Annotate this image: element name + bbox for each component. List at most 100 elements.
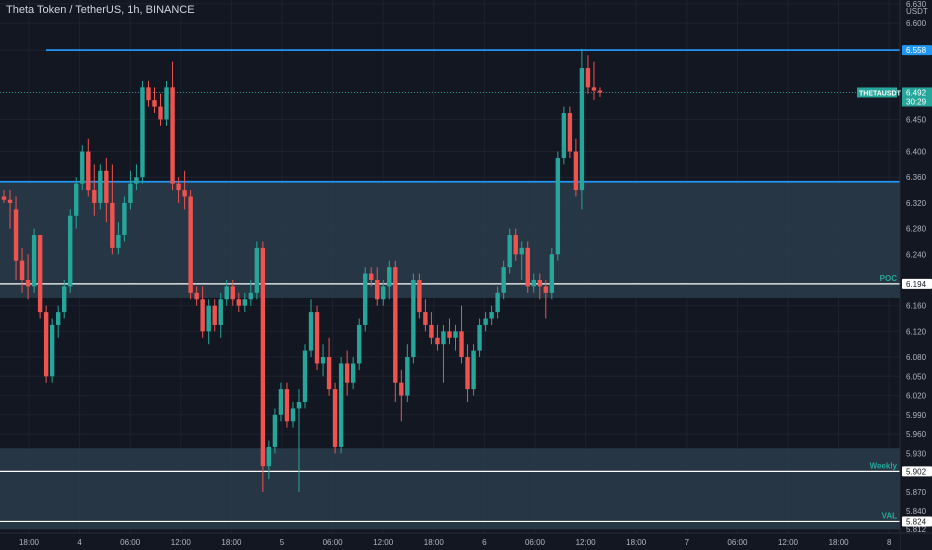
time-tick-label: 8 bbox=[887, 538, 892, 547]
candle bbox=[356, 318, 362, 370]
candle bbox=[363, 267, 368, 332]
price-tick-label: 6.450 bbox=[906, 115, 927, 124]
candle-body bbox=[278, 389, 284, 415]
candle-body bbox=[13, 209, 19, 261]
candle-body bbox=[272, 414, 278, 447]
candle bbox=[152, 87, 157, 114]
candle-body bbox=[495, 292, 500, 313]
price-tick-label: 6.120 bbox=[906, 327, 927, 336]
candle bbox=[489, 305, 494, 325]
candle bbox=[13, 196, 19, 280]
candle bbox=[393, 260, 398, 402]
candle-body bbox=[188, 196, 193, 293]
candle-body bbox=[55, 312, 61, 325]
time-tick-label: 18:00 bbox=[424, 538, 445, 547]
candle-body bbox=[164, 87, 169, 120]
candle-body bbox=[290, 408, 296, 422]
candle bbox=[483, 312, 488, 332]
candle-body bbox=[356, 324, 362, 364]
ticker-tag: THETAUSDT bbox=[859, 90, 902, 97]
candle bbox=[513, 228, 518, 261]
candle bbox=[212, 299, 217, 332]
candle bbox=[74, 177, 79, 229]
candle bbox=[230, 279, 235, 306]
candle-body bbox=[68, 215, 73, 287]
candle bbox=[375, 267, 380, 306]
time-axis[interactable]: 18:00 4 06:00 12:00 18:00 5 06:00 12:00 18:00 6 06… bbox=[0, 532, 932, 550]
time-tick-label: 12:00 bbox=[778, 538, 799, 547]
poc-value-tag: 6.194 bbox=[906, 280, 927, 289]
candle bbox=[7, 190, 13, 229]
candle bbox=[43, 305, 49, 383]
candle-body bbox=[405, 357, 410, 396]
price-tick-label: 5.930 bbox=[906, 449, 927, 458]
candle-body bbox=[146, 87, 151, 101]
candle-body bbox=[140, 87, 145, 178]
candle-body bbox=[447, 331, 452, 338]
price-tick-label: 6.630 bbox=[906, 0, 927, 9]
candle-body bbox=[435, 337, 440, 345]
candle bbox=[332, 382, 338, 454]
candle-body bbox=[375, 279, 380, 300]
weekly-value-tag-bg bbox=[902, 466, 932, 477]
candle bbox=[531, 273, 536, 293]
weekly-value-tag: 5.902 bbox=[906, 467, 927, 476]
candle bbox=[525, 241, 530, 293]
candle-body bbox=[423, 312, 428, 325]
candle-body bbox=[549, 254, 555, 293]
candle-body bbox=[531, 279, 536, 287]
candle bbox=[585, 55, 591, 94]
candle-body bbox=[200, 299, 205, 332]
candle bbox=[19, 247, 25, 293]
horizontal-levels bbox=[0, 49, 900, 523]
price-tick-label: 6.240 bbox=[906, 250, 927, 259]
candle-body bbox=[182, 190, 187, 197]
candle-body bbox=[350, 363, 356, 383]
candle bbox=[471, 344, 476, 396]
candle bbox=[308, 299, 314, 358]
time-tick-label: 5 bbox=[280, 538, 285, 547]
value-area-zone bbox=[0, 181, 900, 298]
candle-body bbox=[513, 235, 518, 255]
time-tick-label: 06:00 bbox=[323, 538, 344, 547]
candle-body bbox=[326, 357, 332, 390]
zones bbox=[0, 181, 900, 530]
price-tick-label: 6.600 bbox=[906, 19, 927, 28]
candle-body bbox=[248, 292, 254, 300]
candle bbox=[411, 273, 416, 364]
candle bbox=[146, 80, 151, 107]
candle bbox=[200, 286, 205, 338]
candle-body bbox=[543, 286, 548, 293]
candle bbox=[338, 357, 344, 454]
poc-label: POC bbox=[880, 274, 898, 283]
candle bbox=[350, 357, 356, 390]
candle bbox=[116, 222, 121, 255]
candle-body bbox=[206, 305, 211, 332]
countdown-tag: 30:29 bbox=[906, 97, 927, 106]
time-tick-label: 12:00 bbox=[171, 538, 192, 547]
time-tick-label: 06:00 bbox=[727, 538, 748, 547]
price-tick-label: 6.400 bbox=[906, 148, 927, 157]
candle-body bbox=[110, 202, 115, 248]
candle bbox=[320, 344, 326, 377]
candle-body bbox=[62, 286, 67, 313]
candle-body bbox=[104, 170, 109, 203]
candle-body bbox=[230, 286, 235, 300]
price-tick-label: 6.050 bbox=[906, 372, 927, 381]
candle-body bbox=[122, 202, 127, 236]
last-price-tag-bg bbox=[902, 87, 932, 107]
time-tick-label: 6 bbox=[482, 538, 487, 547]
candle bbox=[579, 48, 585, 210]
candle-body bbox=[158, 106, 163, 120]
price-tick-label: 6.020 bbox=[906, 392, 927, 401]
candle bbox=[1, 190, 7, 203]
candle bbox=[260, 241, 266, 492]
candle bbox=[591, 61, 597, 101]
candle-body bbox=[260, 247, 266, 467]
candle-body bbox=[332, 389, 338, 447]
candle-body bbox=[170, 87, 175, 184]
price-tick-label: 5.990 bbox=[906, 411, 927, 420]
candle bbox=[194, 286, 199, 306]
